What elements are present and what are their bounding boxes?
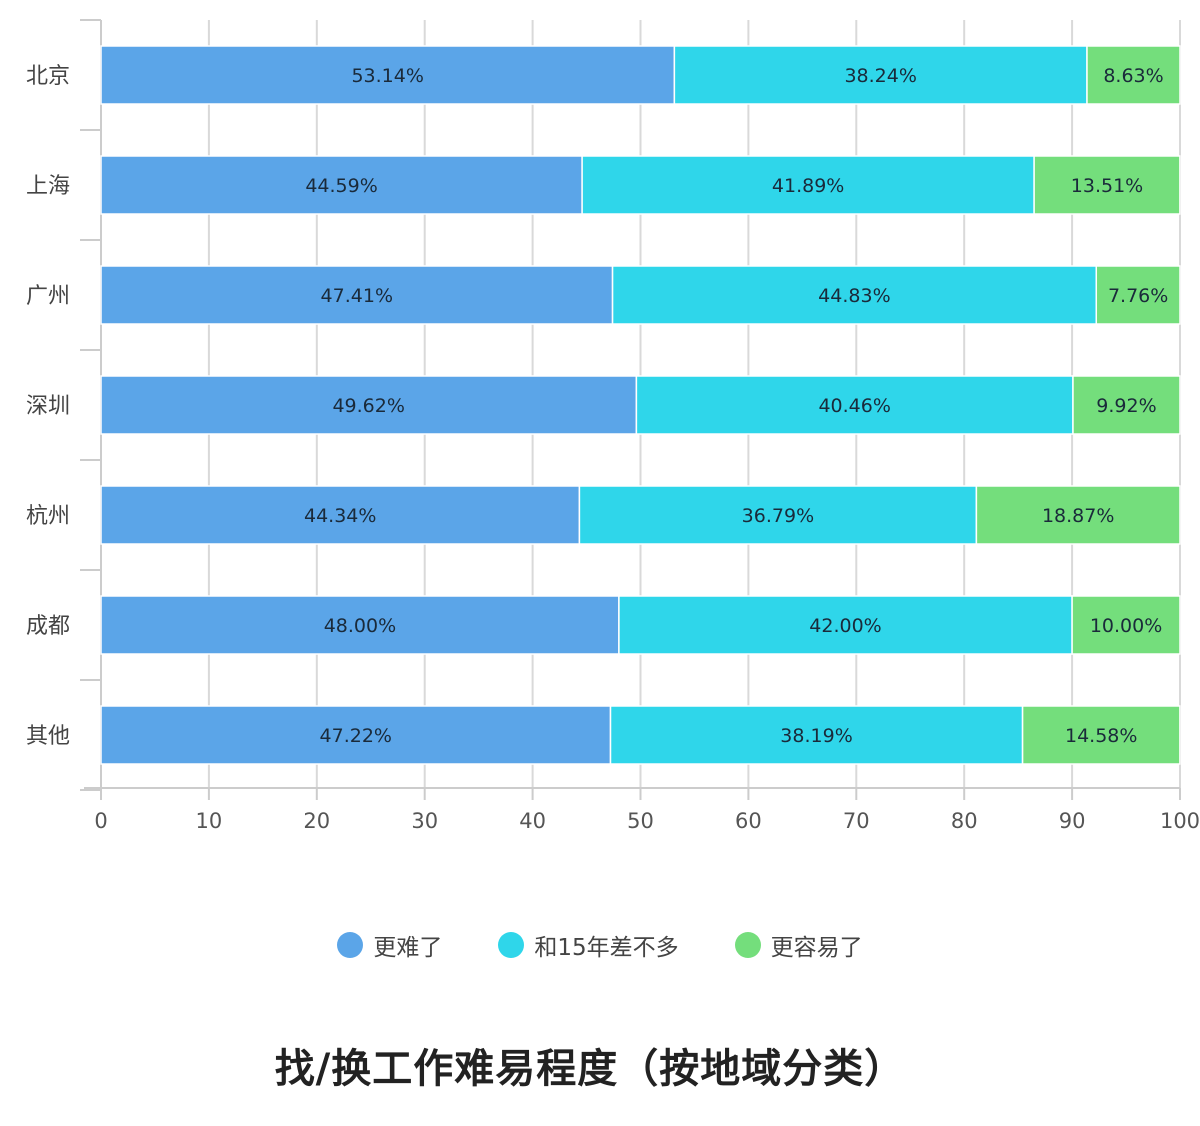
legend: 更难了 和15年差不多 更容易了 <box>0 922 1200 968</box>
data-label: 41.89% <box>772 175 844 197</box>
x-tick-label: 60 <box>735 809 762 833</box>
legend-label-same: 和15年差不多 <box>534 935 679 961</box>
data-label: 47.22% <box>320 725 392 747</box>
x-tick-label: 30 <box>411 809 438 833</box>
category-label: 北京 <box>26 64 70 89</box>
data-label: 44.34% <box>304 505 376 527</box>
data-label: 14.58% <box>1065 725 1137 747</box>
bar-segment <box>975 485 1181 545</box>
data-labels: 53.14% 38.24% 8.63% 44.59% 41.89% 13.51% 47.41… <box>304 65 1168 747</box>
bar-segment <box>100 485 581 545</box>
data-label: 49.62% <box>332 395 404 417</box>
data-label: 9.92% <box>1096 395 1156 417</box>
category-label: 成都 <box>26 614 70 639</box>
data-label: 53.14% <box>351 65 423 87</box>
data-label: 42.00% <box>809 615 881 637</box>
legend-item-easier[interactable]: 更容易了 <box>734 928 863 962</box>
legend-label-harder: 更难了 <box>373 935 443 961</box>
bar-segment <box>1095 265 1181 325</box>
x-tick-label: 70 <box>843 809 870 833</box>
legend-item-harder[interactable]: 更难了 <box>337 928 442 962</box>
bar-segment <box>609 705 1024 765</box>
category-label: 上海 <box>26 174 70 199</box>
x-tick-label: 50 <box>627 809 654 833</box>
x-tick-label: 0 <box>94 809 107 833</box>
bar-segment <box>100 375 638 435</box>
legend-marker-same <box>498 932 525 958</box>
legend-marker-easier <box>734 932 761 958</box>
data-label: 40.46% <box>818 395 890 417</box>
data-label: 44.83% <box>818 285 890 307</box>
data-label: 38.24% <box>844 65 916 87</box>
bar-segment <box>673 45 1088 105</box>
data-label: 10.00% <box>1090 615 1162 637</box>
data-label: 48.00% <box>324 615 396 637</box>
bar-segment <box>611 265 1098 325</box>
bar-segment <box>1072 375 1181 435</box>
bar-segment <box>635 375 1074 435</box>
data-label: 18.87% <box>1042 505 1114 527</box>
category-label: 深圳 <box>26 394 70 419</box>
bar-segment <box>1021 705 1181 765</box>
data-label: 36.79% <box>742 505 814 527</box>
data-label: 7.76% <box>1108 285 1168 307</box>
x-tick-label: 90 <box>1059 809 1086 833</box>
chart-title: 找/换工作难易程度（按地域分类） <box>274 1046 906 1092</box>
bar-segment <box>100 45 676 105</box>
bar-segment <box>1086 45 1181 105</box>
legend-label-easier: 更容易了 <box>770 935 863 961</box>
bar-segment <box>100 265 614 325</box>
legend-marker-harder <box>337 932 364 958</box>
data-label: 47.41% <box>321 285 393 307</box>
bar-segment <box>1033 155 1181 215</box>
category-label: 其他 <box>26 724 70 749</box>
category-label: 广州 <box>26 284 70 309</box>
data-label: 8.63% <box>1103 65 1163 87</box>
bars <box>100 45 1181 765</box>
legend-item-same[interactable]: 和15年差不多 <box>498 928 679 962</box>
data-label: 44.59% <box>305 175 377 197</box>
data-label: 13.51% <box>1071 175 1143 197</box>
x-tick-label: 40 <box>519 809 546 833</box>
bar-segment <box>1071 595 1181 655</box>
x-tick-label: 80 <box>951 809 978 833</box>
x-tick-label: 20 <box>303 809 330 833</box>
category-label: 杭州 <box>26 504 70 529</box>
bar-segment <box>100 155 583 215</box>
x-tick-label: 10 <box>196 809 223 833</box>
x-tick-label: 100 <box>1160 809 1200 833</box>
bar-segment <box>100 595 620 655</box>
data-label: 38.19% <box>780 725 852 747</box>
